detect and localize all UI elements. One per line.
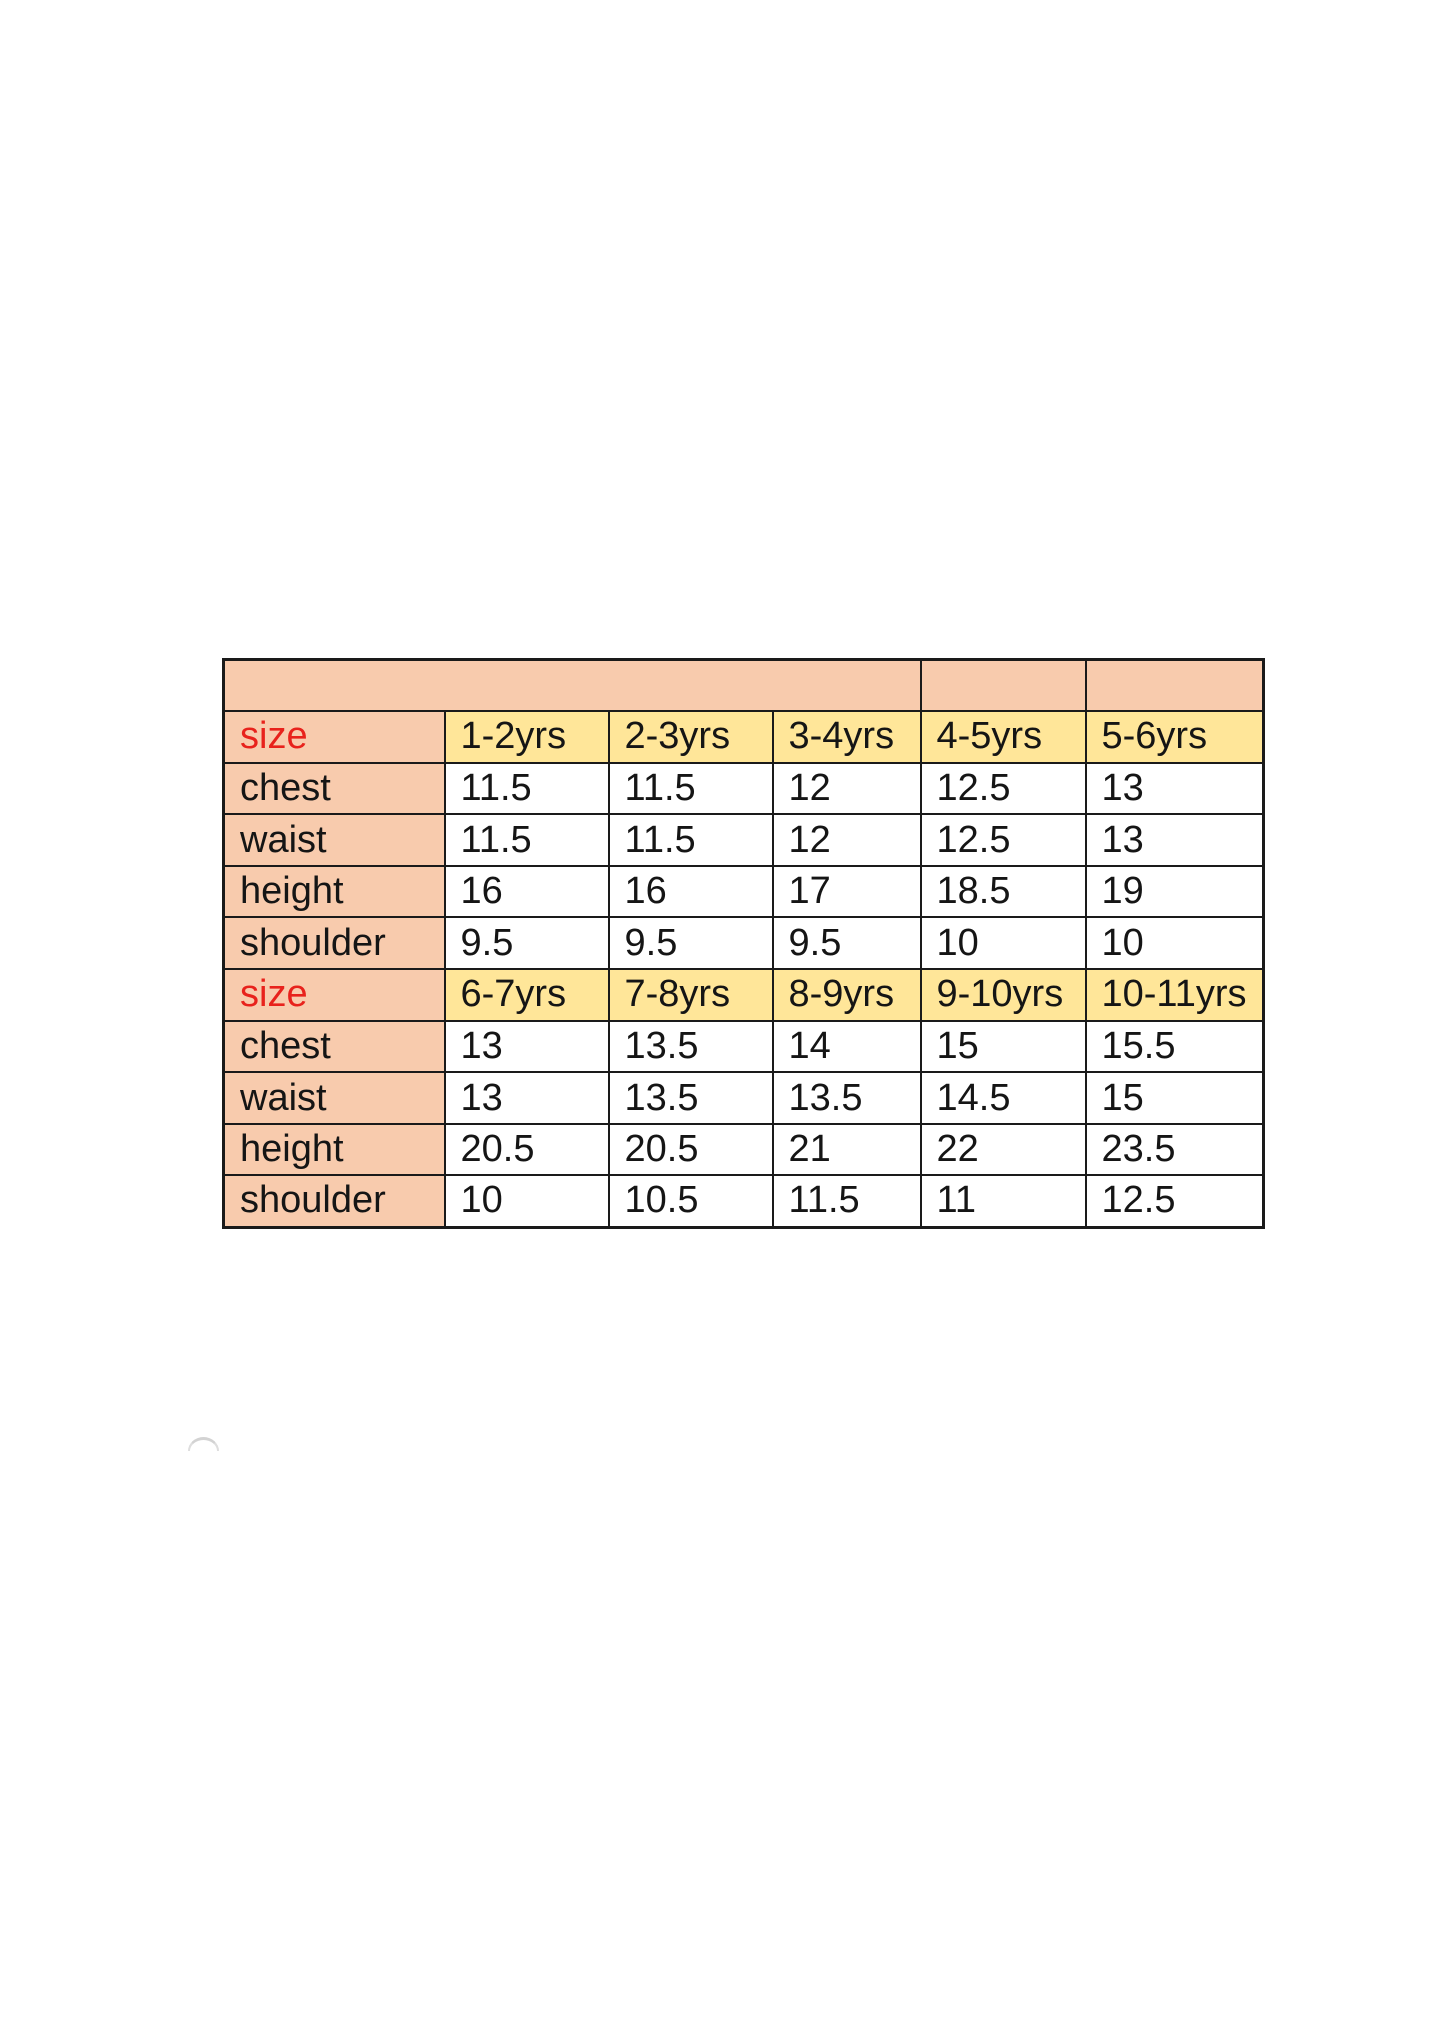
table-cell: 11.5 bbox=[771, 1174, 922, 1229]
table-row-waist-2: waist 13 13.5 13.5 14.5 15 bbox=[222, 1071, 1265, 1125]
size-header-cell: 2-3yrs bbox=[607, 710, 774, 764]
row-label: waist bbox=[222, 813, 446, 867]
top-banner-row bbox=[222, 658, 1265, 713]
table-row-chest-1: chest 11.5 11.5 12 12.5 13 bbox=[222, 761, 1265, 816]
table-cell: 20.5 bbox=[607, 1122, 774, 1177]
table-cell: 13.5 bbox=[607, 1071, 774, 1125]
size-header-row-2: size 6-7yrs 7-8yrs 8-9yrs 9-10yrs 10-11y… bbox=[222, 968, 1265, 1022]
row-label: waist bbox=[222, 1071, 446, 1125]
table-row-height-1: height 16 16 17 18.5 19 bbox=[222, 864, 1265, 919]
table-row-shoulder-2: shoulder 10 10.5 11.5 11 12.5 bbox=[222, 1174, 1265, 1229]
table-row-shoulder-1: shoulder 9.5 9.5 9.5 10 10 bbox=[222, 916, 1265, 971]
table-cell: 11.5 bbox=[607, 761, 774, 816]
size-chart-table: size 1-2yrs 2-3yrs 3-4yrs 4-5yrs 5-6yrs … bbox=[222, 658, 1265, 1229]
size-header-cell: 4-5yrs bbox=[919, 710, 1087, 764]
table-cell: 16 bbox=[443, 864, 610, 919]
size-header-row-1: size 1-2yrs 2-3yrs 3-4yrs 4-5yrs 5-6yrs bbox=[222, 710, 1265, 764]
table-cell: 9.5 bbox=[443, 916, 610, 971]
size-header-cell: 5-6yrs bbox=[1084, 710, 1265, 764]
table-cell: 22 bbox=[919, 1122, 1087, 1177]
size-header-cell: 10-11yrs bbox=[1084, 968, 1265, 1022]
banner-cell bbox=[1084, 658, 1265, 713]
table-cell: 23.5 bbox=[1084, 1122, 1265, 1177]
table-cell: 11.5 bbox=[443, 813, 610, 867]
size-header-cell: 9-10yrs bbox=[919, 968, 1087, 1022]
banner-cell bbox=[919, 658, 1087, 713]
table-cell: 9.5 bbox=[771, 916, 922, 971]
table-cell: 12 bbox=[771, 761, 922, 816]
row-label: height bbox=[222, 864, 446, 919]
table-cell: 11 bbox=[919, 1174, 1087, 1229]
table-cell: 16 bbox=[607, 864, 774, 919]
table-cell: 12 bbox=[771, 813, 922, 867]
size-header-cell: 7-8yrs bbox=[607, 968, 774, 1022]
size-row-label: size bbox=[222, 710, 446, 764]
table-cell: 10 bbox=[1084, 916, 1265, 971]
size-row-label: size bbox=[222, 968, 446, 1022]
size-header-cell: 1-2yrs bbox=[443, 710, 610, 764]
row-label: shoulder bbox=[222, 1174, 446, 1229]
table-cell: 15 bbox=[1084, 1071, 1265, 1125]
table-cell: 9.5 bbox=[607, 916, 774, 971]
table-cell: 14.5 bbox=[919, 1071, 1087, 1125]
banner-cell-merged bbox=[222, 658, 922, 713]
table-cell: 11.5 bbox=[443, 761, 610, 816]
table-cell: 13 bbox=[1084, 761, 1265, 816]
table-cell: 20.5 bbox=[443, 1122, 610, 1177]
table-cell: 13 bbox=[443, 1071, 610, 1125]
row-label: shoulder bbox=[222, 916, 446, 971]
table-cell: 15 bbox=[919, 1019, 1087, 1074]
table-cell: 13.5 bbox=[771, 1071, 922, 1125]
table-cell: 17 bbox=[771, 864, 922, 919]
faint-arc-watermark bbox=[188, 1437, 219, 1451]
table-cell: 12.5 bbox=[919, 813, 1087, 867]
row-label: chest bbox=[222, 1019, 446, 1074]
size-header-cell: 6-7yrs bbox=[443, 968, 610, 1022]
row-label: chest bbox=[222, 761, 446, 816]
table-cell: 13.5 bbox=[607, 1019, 774, 1074]
table-cell: 14 bbox=[771, 1019, 922, 1074]
table-cell: 12.5 bbox=[1084, 1174, 1265, 1229]
table-cell: 12.5 bbox=[919, 761, 1087, 816]
table-cell: 10.5 bbox=[607, 1174, 774, 1229]
table-cell: 10 bbox=[443, 1174, 610, 1229]
table-row-chest-2: chest 13 13.5 14 15 15.5 bbox=[222, 1019, 1265, 1074]
table-row-waist-1: waist 11.5 11.5 12 12.5 13 bbox=[222, 813, 1265, 867]
size-header-cell: 3-4yrs bbox=[771, 710, 922, 764]
table-cell: 21 bbox=[771, 1122, 922, 1177]
size-header-cell: 8-9yrs bbox=[771, 968, 922, 1022]
table-cell: 15.5 bbox=[1084, 1019, 1265, 1074]
table-cell: 18.5 bbox=[919, 864, 1087, 919]
table-row-height-2: height 20.5 20.5 21 22 23.5 bbox=[222, 1122, 1265, 1177]
table-cell: 11.5 bbox=[607, 813, 774, 867]
table-cell: 19 bbox=[1084, 864, 1265, 919]
table-cell: 10 bbox=[919, 916, 1087, 971]
table-cell: 13 bbox=[443, 1019, 610, 1074]
table-cell: 13 bbox=[1084, 813, 1265, 867]
row-label: height bbox=[222, 1122, 446, 1177]
